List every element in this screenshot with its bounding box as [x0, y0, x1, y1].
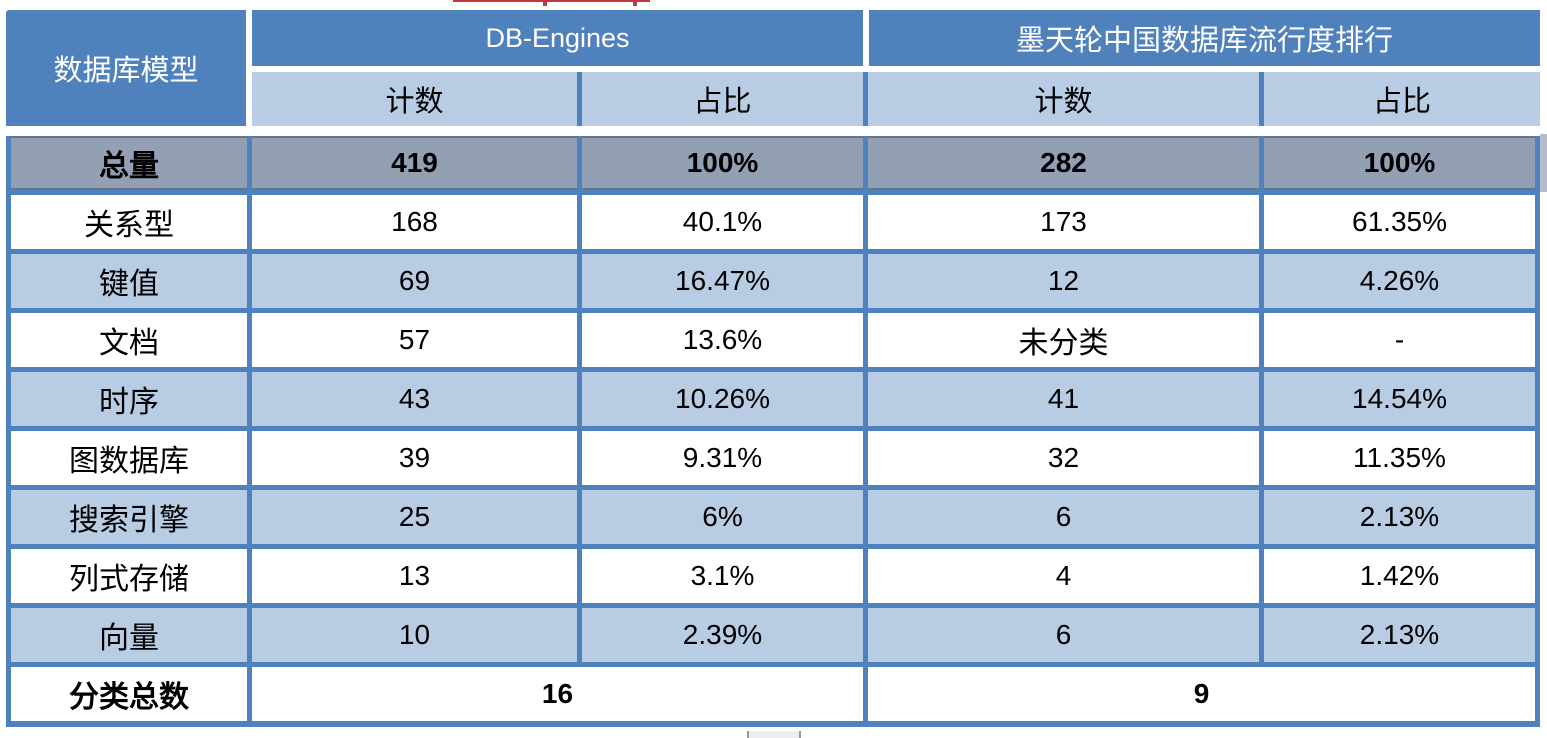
table-body: 总量 419 100% 282 100% 关系型 168 40.1% 173 6…	[11, 136, 1535, 721]
subheader-modb-count: 计数	[868, 72, 1259, 126]
cell-de-share: 40.1%	[582, 195, 863, 249]
cell-mo-share: -	[1264, 313, 1535, 367]
cell-mo-count: 未分类	[868, 313, 1259, 367]
cell-mo-share: 2.13%	[1264, 608, 1535, 662]
cell-mo-share: 4.26%	[1264, 254, 1535, 308]
cell-de-count-total: 419	[252, 136, 577, 190]
row-label: 时序	[11, 372, 247, 426]
cell-mo-share-total: 100%	[1264, 136, 1535, 190]
subheader-de-share: 占比	[582, 72, 863, 126]
row-label: 列式存储	[11, 549, 247, 603]
cropped-red-underline-tick	[633, 2, 637, 6]
cell-de-share: 13.6%	[582, 313, 863, 367]
footer-de-category-total: 16	[252, 667, 863, 721]
cell-mo-share: 61.35%	[1264, 195, 1535, 249]
cell-de-share: 10.26%	[582, 372, 863, 426]
cell-de-count: 39	[252, 431, 577, 485]
row-label: 向量	[11, 608, 247, 662]
group-header-db-engines: DB-Engines	[252, 10, 863, 66]
cell-de-share-total: 100%	[582, 136, 863, 190]
cell-mo-count-total: 282	[868, 136, 1259, 190]
table-body-border: 总量 419 100% 282 100% 关系型 168 40.1% 173 6…	[6, 136, 1540, 727]
database-model-comparison-table: 数据库模型 DB-Engines 墨天轮中国数据库流行度排行 计数 占比 计数 …	[6, 10, 1540, 727]
cropped-red-underline-artifact	[453, 0, 650, 2]
cell-de-count: 13	[252, 549, 577, 603]
cell-mo-share: 14.54%	[1264, 372, 1535, 426]
cell-mo-count: 6	[868, 490, 1259, 544]
cell-de-count: 43	[252, 372, 577, 426]
cell-mo-share: 11.35%	[1264, 431, 1535, 485]
cell-de-share: 6%	[582, 490, 863, 544]
sub-header-row: 计数 占比 计数 占比	[252, 72, 1540, 126]
cell-mo-count: 12	[868, 254, 1259, 308]
row-label: 关系型	[11, 195, 247, 249]
cell-de-count: 69	[252, 254, 577, 308]
cell-de-share: 2.39%	[582, 608, 863, 662]
cell-de-share: 16.47%	[582, 254, 863, 308]
cell-mo-share: 2.13%	[1264, 490, 1535, 544]
row-label: 文档	[11, 313, 247, 367]
row-label: 图数据库	[11, 431, 247, 485]
scrollbar-fragment	[747, 731, 801, 738]
footer-modb-category-total: 9	[868, 667, 1535, 721]
cell-de-count: 25	[252, 490, 577, 544]
cell-de-count: 168	[252, 195, 577, 249]
corner-header-database-model: 数据库模型	[6, 10, 246, 126]
cell-mo-count: 173	[868, 195, 1259, 249]
source-header-row: DB-Engines 墨天轮中国数据库流行度排行	[252, 10, 1540, 66]
cell-mo-count: 32	[868, 431, 1259, 485]
cell-de-count: 57	[252, 313, 577, 367]
footer-label-category-count: 分类总数	[11, 667, 247, 721]
cell-mo-share: 1.42%	[1264, 549, 1535, 603]
total-row-overflow-strip	[1540, 134, 1547, 192]
table-header: 数据库模型 DB-Engines 墨天轮中国数据库流行度排行 计数 占比 计数 …	[6, 10, 1540, 126]
cell-mo-count: 6	[868, 608, 1259, 662]
subheader-modb-share: 占比	[1264, 72, 1540, 126]
row-label-total: 总量	[11, 136, 247, 190]
cell-mo-count: 4	[868, 549, 1259, 603]
group-header-modb: 墨天轮中国数据库流行度排行	[869, 10, 1540, 66]
subheader-de-count: 计数	[252, 72, 577, 126]
cropped-red-underline-tick	[543, 2, 547, 6]
cell-de-count: 10	[252, 608, 577, 662]
cell-mo-count: 41	[868, 372, 1259, 426]
cell-de-share: 9.31%	[582, 431, 863, 485]
row-label: 搜索引擎	[11, 490, 247, 544]
cell-de-share: 3.1%	[582, 549, 863, 603]
row-label: 键值	[11, 254, 247, 308]
